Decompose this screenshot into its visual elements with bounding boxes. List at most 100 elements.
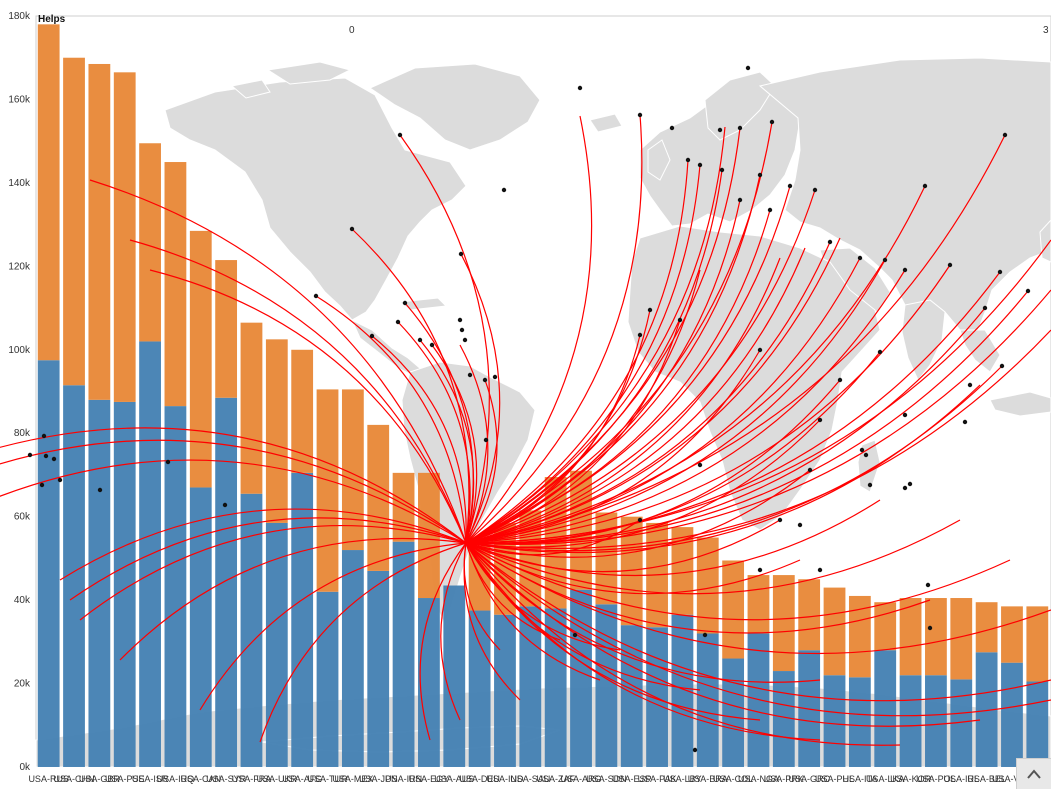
city-dot [757, 567, 763, 573]
bar-usa-ind-series-0[interactable] [494, 614, 516, 767]
city-dot [947, 262, 953, 268]
bar-usa-ven-series-1[interactable] [1001, 606, 1023, 663]
bar-usa-afg-series-1[interactable] [291, 349, 314, 473]
bar-usa-can-series-0[interactable] [189, 487, 212, 767]
bar-usa-col-series-0[interactable] [722, 658, 745, 767]
scroll-up-button[interactable] [1016, 758, 1051, 789]
bar-usa-chn-series-0[interactable] [63, 385, 85, 767]
bar-usa-chn-series-1[interactable] [63, 57, 85, 386]
bar-usa-irq-series-1[interactable] [164, 162, 187, 407]
bar-usa-zaf-series-0[interactable] [544, 608, 567, 767]
bar-usa-tur-series-0[interactable] [316, 591, 339, 767]
bar-usa-lka-series-0[interactable] [874, 650, 897, 767]
city-dot [777, 517, 783, 523]
city-dot [902, 412, 908, 418]
bar-usa-prk-series-0[interactable] [772, 671, 795, 767]
bar-usa-pse-series-1[interactable] [113, 72, 136, 402]
bar-usa-mex-series-0[interactable] [341, 550, 364, 767]
flow-line [419, 542, 467, 741]
bar-usa-esp-series-0[interactable] [620, 625, 643, 767]
bar-usa-fra-series-1[interactable] [240, 322, 263, 494]
x-tick-label: USA-IRQ [157, 774, 195, 784]
city-dot [997, 269, 1003, 275]
bar-usa-ken-series-0[interactable] [1026, 681, 1049, 767]
x-tick-label: USA-EGY [409, 774, 450, 784]
bar-usa-nga-series-0[interactable] [747, 633, 770, 767]
city-dot [859, 447, 865, 453]
bar-usa-kor-series-1[interactable] [899, 598, 922, 676]
city-dot [902, 267, 908, 273]
x-tick-label: USA-UKR [257, 774, 298, 784]
bar-usa-mex-series-1[interactable] [341, 389, 364, 551]
bar-usa-ken-series-1[interactable] [1026, 606, 1049, 682]
bar-usa-pak-series-0[interactable] [646, 627, 668, 767]
bar-usa-pse-series-0[interactable] [113, 401, 136, 767]
flow-line [465, 159, 689, 544]
bar-usa-syr-series-1[interactable] [215, 260, 238, 398]
bar-usa-egy-series-0[interactable] [418, 598, 440, 767]
city-dot [737, 125, 743, 131]
city-dot [882, 257, 888, 263]
bar-usa-rus-series-1[interactable] [37, 24, 60, 361]
bar-usa-irn-series-0[interactable] [392, 541, 415, 767]
x-tick-label: USA-DEU [459, 774, 500, 784]
bar-usa-pol-series-1[interactable] [925, 598, 947, 676]
bar-usa-isr-series-1[interactable] [139, 143, 161, 342]
x-tick-label: USA-PRK [764, 774, 804, 784]
bar-usa-gbr-series-0[interactable] [88, 399, 111, 767]
bar-usa-pol-series-0[interactable] [925, 675, 947, 767]
bar-usa-arg-series-0[interactable] [570, 589, 592, 767]
flow-line [465, 542, 621, 651]
flow-line [431, 344, 478, 544]
bar-usa-bel-series-1[interactable] [975, 602, 998, 653]
city-dot [51, 456, 57, 462]
bar-usa-sdn-series-0[interactable] [595, 604, 618, 767]
bar-usa-lby-series-0[interactable] [671, 614, 694, 767]
bar-usa-ukr-series-1[interactable] [265, 339, 288, 523]
bar-usa-syr-series-0[interactable] [215, 397, 238, 767]
bar-usa-deu-series-0[interactable] [468, 610, 491, 767]
bar-usa-gbr-series-1[interactable] [88, 63, 111, 400]
bar-usa-bra-series-1[interactable] [696, 537, 719, 634]
bar-usa-bra-series-0[interactable] [696, 633, 719, 767]
bar-usa-afg-series-0[interactable] [291, 472, 314, 767]
city-dot [817, 567, 823, 573]
flow-line [465, 542, 1051, 702]
flow-line [459, 344, 489, 544]
bar-usa-fra-series-0[interactable] [240, 493, 263, 767]
flow-line [465, 542, 821, 683]
bar-usa-irl-series-1[interactable] [950, 598, 973, 680]
flow-lines [0, 114, 1051, 746]
bar-usa-ven-series-0[interactable] [1001, 662, 1023, 767]
bar-usa-aus-series-0[interactable] [443, 585, 466, 767]
bar-usa-phl-series-0[interactable] [823, 675, 846, 767]
bar-usa-grc-series-1[interactable] [798, 579, 821, 651]
bar-usa-irq-series-0[interactable] [164, 406, 187, 767]
city-dot [462, 337, 468, 343]
bar-usa-tur-series-1[interactable] [316, 389, 339, 592]
city-dot [867, 482, 873, 488]
bar-usa-rus-series-0[interactable] [37, 360, 60, 767]
flow-line [465, 542, 701, 691]
bar-usa-egy-series-1[interactable] [418, 472, 440, 599]
bar-usa-irl-series-0[interactable] [950, 679, 973, 767]
flow-line [465, 247, 806, 544]
bar-usa-jpn-series-0[interactable] [367, 570, 390, 767]
city-dot [313, 293, 319, 299]
bar-usa-ita-series-1[interactable] [848, 595, 871, 678]
bar-usa-kor-series-0[interactable] [899, 675, 922, 767]
flow-line [465, 542, 981, 727]
bar-usa-phl-series-1[interactable] [823, 587, 846, 676]
bar-usa-can-series-1[interactable] [189, 230, 212, 488]
city-dot [402, 300, 408, 306]
bar-usa-nga-series-1[interactable] [747, 575, 770, 634]
city-dot [837, 377, 843, 383]
bar-usa-arg-series-1[interactable] [570, 470, 592, 590]
bar-usa-prk-series-1[interactable] [772, 575, 795, 672]
bar-usa-ukr-series-0[interactable] [265, 522, 288, 767]
flow-line [315, 295, 467, 544]
bar-usa-col-series-1[interactable] [722, 560, 745, 659]
bar-usa-bel-series-0[interactable] [975, 652, 998, 767]
bar-usa-lka-series-1[interactable] [874, 602, 897, 651]
bar-usa-ita-series-0[interactable] [848, 677, 871, 767]
